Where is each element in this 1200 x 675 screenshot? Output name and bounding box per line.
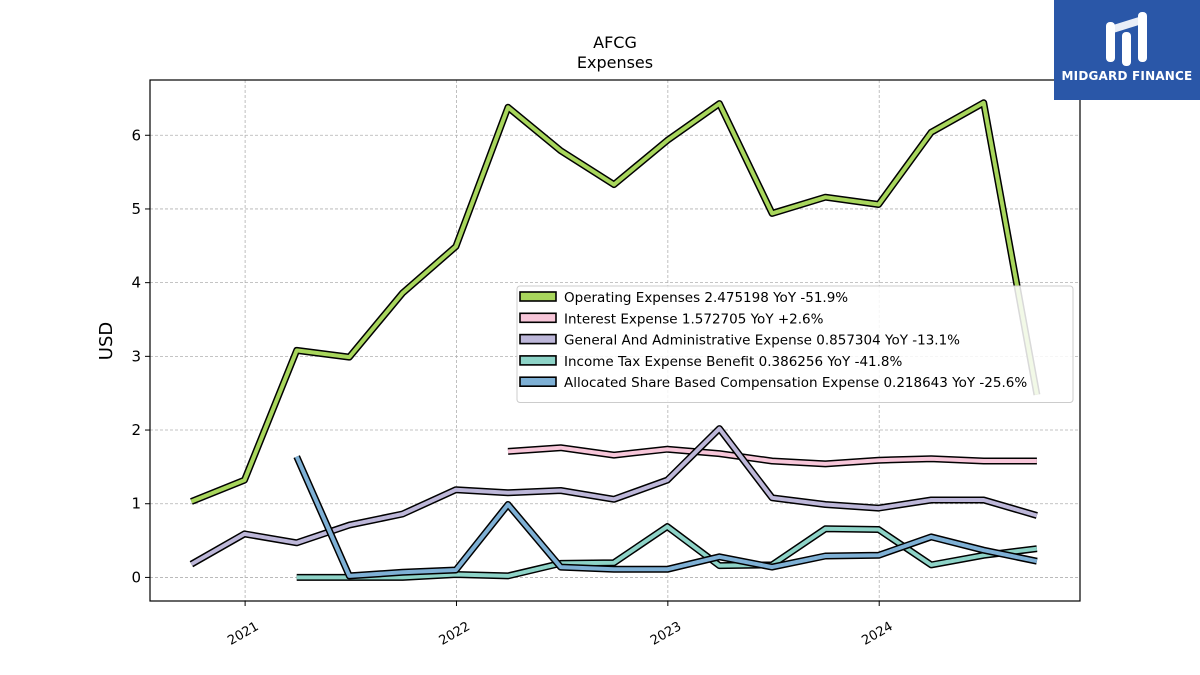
series-1-line — [190, 100, 1039, 504]
legend-swatch — [519, 376, 557, 388]
legend-swatch — [519, 312, 557, 324]
y-tick-label: 3 — [131, 347, 141, 365]
y-axis: 0 1 2 3 4 5 6 — [131, 126, 150, 586]
x-tick-label: 2021 — [225, 619, 261, 649]
y-tick-label: 2 — [131, 421, 141, 439]
brand-name: MIDGARD FINANCE — [1061, 69, 1193, 83]
chart-subtitle: Expenses — [577, 53, 653, 72]
brand-mark-icon — [1106, 12, 1147, 66]
y-axis-label: USD — [96, 322, 117, 360]
legend-entry: General And Administrative Expense 0.857… — [564, 333, 960, 349]
legend: Operating Expenses 2.475198 YoY -51.9% In… — [516, 285, 1074, 403]
brand-logo: MIDGARD FINANCE — [1054, 0, 1200, 100]
y-tick-label: 6 — [131, 126, 141, 144]
legend-swatch — [519, 355, 557, 366]
legend-entry: Allocated Share Based Compensation Expen… — [564, 375, 1027, 391]
x-tick-label: 2023 — [648, 619, 684, 649]
legend-box — [516, 285, 1074, 403]
y-tick-label: 5 — [131, 200, 141, 218]
legend-swatch — [519, 291, 557, 302]
y-tick-label: 0 — [131, 568, 141, 586]
series-layer — [189, 99, 1041, 581]
chart-title: AFCG — [593, 33, 637, 52]
legend-entry: Operating Expenses 2.475198 YoY -51.9% — [564, 290, 848, 306]
x-axis: 2021 2022 2023 2024 — [225, 601, 896, 649]
series-2-line — [507, 445, 1037, 466]
legend-entry: Income Tax Expense Benefit 0.386256 YoY … — [564, 354, 903, 370]
grid-lines — [150, 80, 1080, 601]
series-4-line — [296, 524, 1038, 580]
series-5-line — [294, 455, 1038, 578]
plot-area-frame — [149, 79, 1081, 602]
y-tick-label: 4 — [131, 274, 141, 292]
x-tick-label: 2022 — [437, 619, 473, 649]
legend-swatch — [519, 333, 557, 345]
x-tick-label: 2024 — [859, 619, 895, 649]
legend-entry: Interest Expense 1.572705 YoY +2.6% — [564, 311, 824, 327]
y-tick-label: 1 — [131, 495, 141, 513]
